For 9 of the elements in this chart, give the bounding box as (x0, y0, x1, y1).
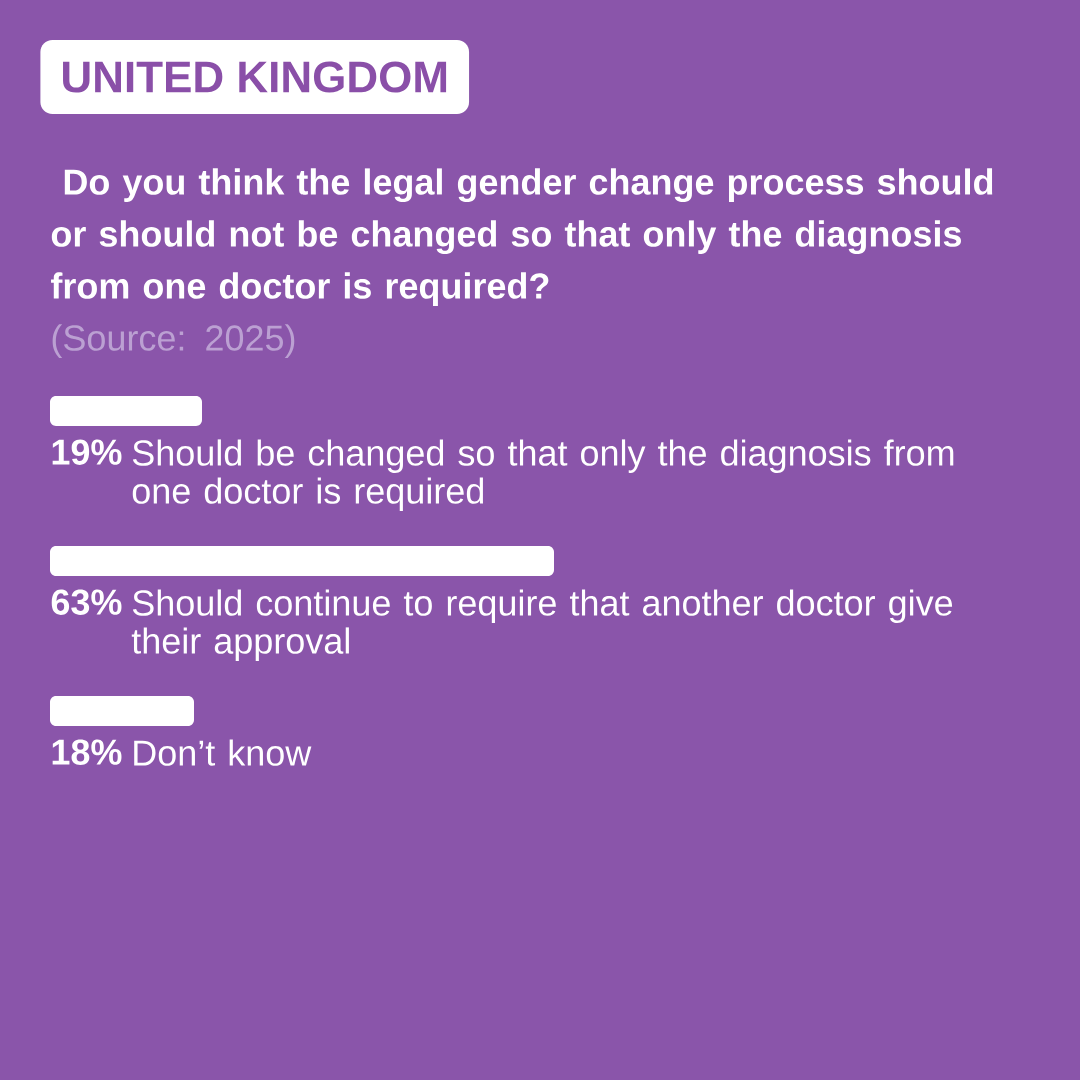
chart-title: UNITED KINGDOM (63, 61, 447, 93)
chart-subtitle: Do you think the legal gender change process should or should not be changed so that only the diagnosis from one doctor is required? (51, 168, 993, 306)
y-tick-label: Don’t know (134, 739, 312, 766)
y-tick-label: Should continue to require that another doctor give their approval (131, 589, 953, 661)
y-tick-label: Should be changed so that only the diagnosis from one doctor is required (132, 439, 954, 511)
text: (Source: 2025) (52, 324, 295, 358)
data-label: 19% (52, 439, 122, 465)
data-label: 63% (51, 589, 122, 615)
data-label: 18% (52, 739, 122, 765)
